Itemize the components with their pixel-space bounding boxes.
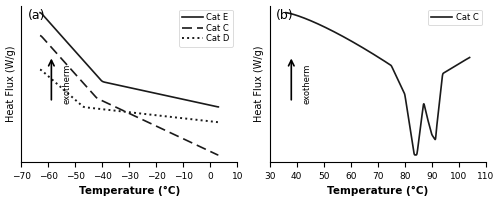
Text: (a): (a) bbox=[28, 9, 45, 22]
Line: Cat C: Cat C bbox=[40, 36, 218, 155]
Cat D bbox=[83, 106, 89, 108]
Legend: Cat E, Cat C, Cat D: Cat E, Cat C, Cat D bbox=[179, 10, 233, 47]
Cat D bbox=[118, 110, 124, 113]
Cat C bbox=[409, 140, 415, 142]
Cat C bbox=[172, 133, 177, 136]
Text: exotherm: exotherm bbox=[302, 64, 311, 104]
Cat C bbox=[83, 85, 89, 87]
Line: Cat E: Cat E bbox=[40, 13, 218, 107]
Cat E bbox=[37, 12, 43, 14]
Cat E bbox=[172, 96, 177, 99]
Text: (b): (b) bbox=[276, 9, 294, 22]
Cat C bbox=[118, 108, 124, 111]
Legend: Cat C: Cat C bbox=[428, 10, 482, 25]
Cat C bbox=[426, 124, 432, 127]
Cat C bbox=[142, 120, 148, 122]
Y-axis label: Heat Flux (W/g): Heat Flux (W/g) bbox=[6, 46, 16, 122]
Y-axis label: Heat Flux (W/g): Heat Flux (W/g) bbox=[254, 46, 264, 122]
Cat C bbox=[364, 49, 370, 51]
Cat D bbox=[142, 113, 148, 115]
Cat E bbox=[142, 90, 148, 92]
Cat D bbox=[156, 114, 162, 117]
Cat C bbox=[37, 34, 43, 37]
Cat E bbox=[118, 84, 124, 87]
Cat D bbox=[216, 121, 222, 123]
Cat C bbox=[156, 126, 162, 129]
Cat C bbox=[302, 17, 308, 19]
Cat C bbox=[216, 154, 222, 156]
Cat D bbox=[172, 116, 177, 119]
Cat D bbox=[37, 68, 43, 71]
Line: Cat C: Cat C bbox=[286, 13, 470, 155]
X-axis label: Temperature (°C): Temperature (°C) bbox=[78, 186, 180, 196]
Cat E bbox=[156, 93, 162, 95]
Cat E bbox=[216, 106, 222, 108]
X-axis label: Temperature (°C): Temperature (°C) bbox=[327, 186, 428, 196]
Cat D bbox=[68, 96, 74, 98]
Cat C bbox=[466, 56, 472, 59]
Cat E bbox=[68, 46, 74, 48]
Text: exotherm: exotherm bbox=[62, 64, 71, 104]
Line: Cat D: Cat D bbox=[40, 70, 218, 122]
Cat C bbox=[412, 154, 418, 156]
Cat C bbox=[283, 12, 289, 14]
Cat C bbox=[68, 69, 74, 71]
Cat C bbox=[430, 135, 436, 137]
Cat C bbox=[357, 45, 363, 47]
Cat E bbox=[83, 62, 89, 64]
